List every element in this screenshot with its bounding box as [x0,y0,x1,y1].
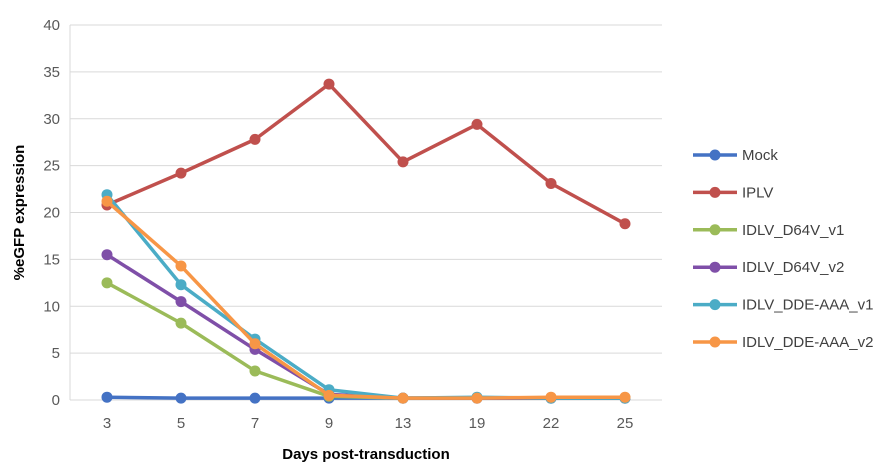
legend-item: Mock [693,147,778,164]
data-point [101,277,113,289]
legend-item: IPLV [693,184,773,201]
legend-label: Mock [742,147,778,164]
data-point [175,260,187,272]
legend-label: IDLV_D64V_v1 [742,222,844,239]
data-point [175,317,187,329]
legend-label: IDLV_DDE-AAA_v2 [742,334,873,351]
y-tick-label: 35 [43,64,60,81]
data-point [471,392,483,404]
data-series [101,78,631,404]
series-IDLV_DDE-AAA_v2 [101,195,631,404]
legend-marker [709,261,721,273]
data-point [175,296,187,308]
series-line [105,192,627,400]
y-tick-label: 25 [43,158,60,175]
data-point [249,392,261,404]
legend-label: IDLV_DDE-AAA_v1 [742,297,873,314]
data-point [545,391,557,403]
legend-marker [709,336,721,348]
x-tick-label: 3 [103,415,111,432]
legend-marker [709,224,721,236]
legend-marker [709,186,721,198]
x-tick-label: 9 [325,415,333,432]
data-point [545,177,557,189]
data-point [101,195,113,207]
y-tick-label: 10 [43,298,60,315]
y-axis-title: %eGFP expression [11,145,28,281]
legend-marker [709,149,721,161]
y-tick-label: 30 [43,111,60,128]
data-point [249,365,261,377]
x-tick-label: 22 [543,415,560,432]
y-tick-label: 15 [43,251,60,268]
x-tick-label: 25 [617,415,634,432]
data-point [323,389,335,401]
x-tick-label: 13 [395,415,412,432]
data-point [249,133,261,145]
legend-item: IDLV_D64V_v2 [693,259,844,276]
legend-item: IDLV_DDE-AAA_v1 [693,297,873,314]
data-point [249,338,261,350]
data-point [619,218,631,230]
x-tick-label: 5 [177,415,185,432]
data-point [619,391,631,403]
data-point [397,392,409,404]
legend: Mock IPLV IDLV_D64V_v1 IDLV_D64V_v2 IDLV_DDE… [693,147,873,351]
x-tick-label: 19 [469,415,486,432]
legend-marker [709,299,721,311]
legend-item: IDLV_DDE-AAA_v2 [693,334,873,351]
y-tick-label: 5 [52,345,60,362]
series-line [105,82,627,226]
legend-item: IDLV_D64V_v1 [693,222,844,239]
data-point [101,391,113,403]
data-point [471,118,483,130]
data-point [175,279,187,291]
x-axis-title: Days post-transduction [282,446,450,463]
data-point [323,78,335,90]
gridlines [70,24,662,401]
data-point [397,156,409,168]
series-IPLV [101,78,631,230]
data-point [175,167,187,179]
data-point [101,249,113,261]
y-tick-label: 20 [43,205,60,222]
legend-label: IDLV_D64V_v2 [742,259,844,276]
y-tick-label: 0 [52,392,60,409]
legend-label: IPLV [742,184,773,201]
series-line [105,199,627,400]
y-tick-label: 40 [43,17,60,34]
x-tick-label: 7 [251,415,259,432]
data-point [175,392,187,404]
